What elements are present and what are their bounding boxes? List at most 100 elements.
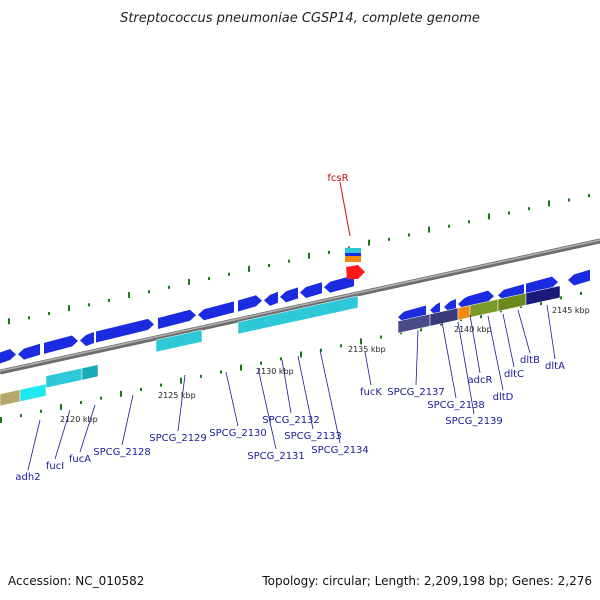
gc-tick: [60, 403, 62, 410]
gc-tick: [508, 211, 510, 215]
gc-tick: [228, 272, 230, 276]
gene-label-SPCG_2139[interactable]: SPCG_2139: [445, 416, 503, 427]
gene-label-SPCG_2133[interactable]: SPCG_2133: [284, 431, 342, 442]
gene-arrow[interactable]: [158, 309, 196, 330]
gc-tick: [588, 194, 590, 198]
gc-tick: [380, 335, 382, 339]
scale-label: 2125 kbp: [158, 391, 196, 400]
gene-arrow[interactable]: [264, 291, 278, 306]
gc-tick: [160, 383, 162, 387]
gene-arrow[interactable]: [238, 295, 262, 312]
fcsR-gene[interactable]: [345, 248, 365, 279]
lower-track-genes: [0, 285, 561, 407]
gc-tick: [580, 291, 582, 295]
leader-line: [79, 404, 96, 453]
genome-backbone: [0, 238, 600, 375]
gene-label-dltD[interactable]: dltD: [493, 392, 514, 403]
gc-tick: [40, 409, 42, 413]
gene-label-fucA[interactable]: fucA: [69, 454, 91, 465]
gene-label-SPCG_2138[interactable]: SPCG_2138: [427, 400, 485, 411]
gc-tick: [188, 278, 190, 285]
scale-label: 2145 kbp: [552, 306, 590, 315]
gc-tick: [28, 316, 30, 320]
gc-tick: [260, 361, 262, 365]
gc-tick: [360, 338, 362, 345]
gene-label-SPCG_2132[interactable]: SPCG_2132: [262, 415, 320, 426]
gene-arrow[interactable]: [300, 282, 322, 298]
gene-block[interactable]: [45, 367, 83, 389]
gc-tick: [280, 357, 282, 361]
gc-tick: [240, 364, 242, 371]
gene-label-dltC[interactable]: dltC: [504, 369, 524, 380]
gene-block[interactable]: [525, 285, 561, 306]
leader-line: [502, 313, 515, 368]
gc-tick: [220, 370, 222, 374]
gene-arrow[interactable]: [96, 318, 154, 343]
scale-label: 2135 kbp: [348, 345, 386, 354]
gene-arrow[interactable]: [280, 287, 298, 303]
gene-arrow[interactable]: [0, 349, 16, 364]
gene-label-dltB[interactable]: dltB: [520, 355, 540, 366]
gene-arrow[interactable]: [468, 290, 494, 308]
gc-tick: [560, 296, 562, 300]
gene-label-fcsR[interactable]: fcsR: [327, 173, 348, 184]
gene-label-SPCG_2137[interactable]: SPCG_2137: [387, 387, 445, 398]
scale-label: 2120 kbp: [60, 415, 98, 424]
leader-line: [121, 394, 134, 446]
gene-label-SPCG_2134[interactable]: SPCG_2134: [311, 445, 369, 456]
gene-block[interactable]: [237, 295, 359, 335]
gene-arrow[interactable]: [198, 301, 234, 321]
gc-tick: [388, 237, 390, 241]
leader-line: [517, 309, 531, 354]
gc-tick: [320, 348, 322, 352]
gene-arrow[interactable]: [44, 335, 78, 354]
gene-arrow[interactable]: [80, 331, 94, 347]
gene-block[interactable]: [0, 389, 21, 407]
gc-tick: [128, 292, 130, 299]
leader-line: [27, 419, 41, 471]
gene-block[interactable]: [19, 383, 47, 402]
gc-tick: [448, 224, 450, 228]
leader-line: [469, 314, 481, 374]
gc-tick: [68, 305, 70, 312]
topology-text: Topology: circular; Length: 2,209,198 bp…: [261, 574, 592, 588]
gc-tick: [148, 290, 150, 294]
gene-arrow[interactable]: [324, 275, 354, 293]
gc-tick: [300, 351, 302, 358]
gc-tick: [248, 265, 250, 272]
gene-label-SPCG_2130[interactable]: SPCG_2130: [209, 428, 267, 439]
gene-label-SPCG_2128[interactable]: SPCG_2128: [93, 447, 151, 458]
gene-label-dltA[interactable]: dltA: [545, 361, 565, 372]
gene-label-fucI[interactable]: fucI: [46, 461, 64, 472]
gc-tick: [108, 298, 110, 302]
gene-label-SPCG_2129[interactable]: SPCG_2129: [149, 433, 207, 444]
gene-label-adcR[interactable]: adcR: [468, 375, 493, 386]
leader-line: [257, 367, 277, 450]
gc-tick: [548, 200, 550, 207]
gc-tick: [340, 344, 342, 348]
gene-block[interactable]: [457, 305, 471, 321]
gene-arrow[interactable]: [526, 276, 558, 295]
gene-arrow[interactable]: [18, 343, 40, 360]
gc-tick: [268, 263, 270, 267]
gc-tick: [408, 233, 410, 237]
gc-tick: [428, 226, 430, 233]
gc-tick: [120, 390, 122, 397]
gc-tick: [88, 303, 90, 307]
fcsR-leader-line: [339, 181, 351, 237]
gene-block[interactable]: [155, 329, 203, 353]
gene-arrow[interactable]: [568, 269, 590, 286]
gene-label-SPCG_2131[interactable]: SPCG_2131: [247, 451, 305, 462]
gene-label-fucK[interactable]: fucK: [360, 387, 382, 398]
gene-block[interactable]: [81, 364, 99, 381]
leader-line: [177, 374, 186, 432]
gc-tick: [208, 277, 210, 281]
scale-label: 2130 kbp: [256, 367, 294, 376]
leader-line: [281, 359, 292, 414]
leader-line: [546, 304, 556, 360]
gc-tick: [8, 318, 10, 325]
gene-label-adh2[interactable]: adh2: [15, 472, 40, 483]
